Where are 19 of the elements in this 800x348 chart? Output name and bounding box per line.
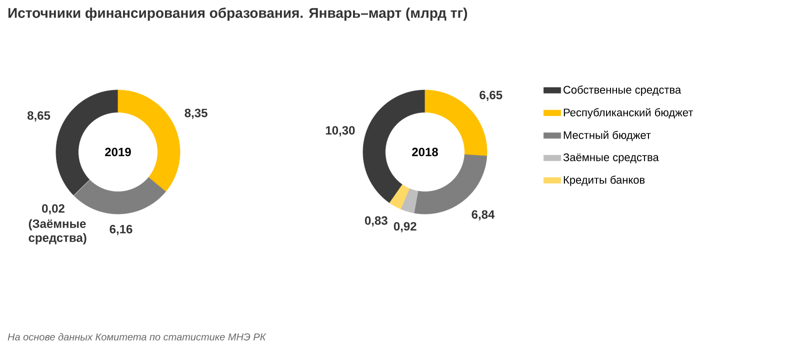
text: (Заёмные средства) — [28, 219, 86, 244]
text: На основе данных Комитета по статистике МНЭ РК — [8, 333, 266, 340]
data-label: 0,92 — [394, 222, 416, 232]
data-label: 10,30 — [326, 126, 355, 136]
text: Источники финансирования образования. Январь–март (млрд тг) — [8, 8, 468, 21]
data-label: 8,65 — [27, 111, 50, 122]
text: 2019 — [105, 148, 131, 156]
data-label: 0,02 — [42, 204, 64, 214]
legend-label: Местный бюджет — [564, 130, 651, 142]
legend-label: Кредиты банков — [564, 176, 645, 186]
legend-label: Заёмные средства — [563, 153, 659, 164]
data-label: 6,16 — [110, 224, 132, 236]
legend-label: Республиканский бюджет — [564, 108, 694, 119]
legend-label: Собственные средства — [564, 86, 682, 96]
text: 2018 — [412, 148, 438, 156]
data-label: 0,83 — [364, 216, 388, 227]
data-label: 6,65 — [480, 90, 502, 101]
data-label: 8,35 — [184, 108, 208, 119]
data-label: 6,84 — [472, 210, 495, 220]
